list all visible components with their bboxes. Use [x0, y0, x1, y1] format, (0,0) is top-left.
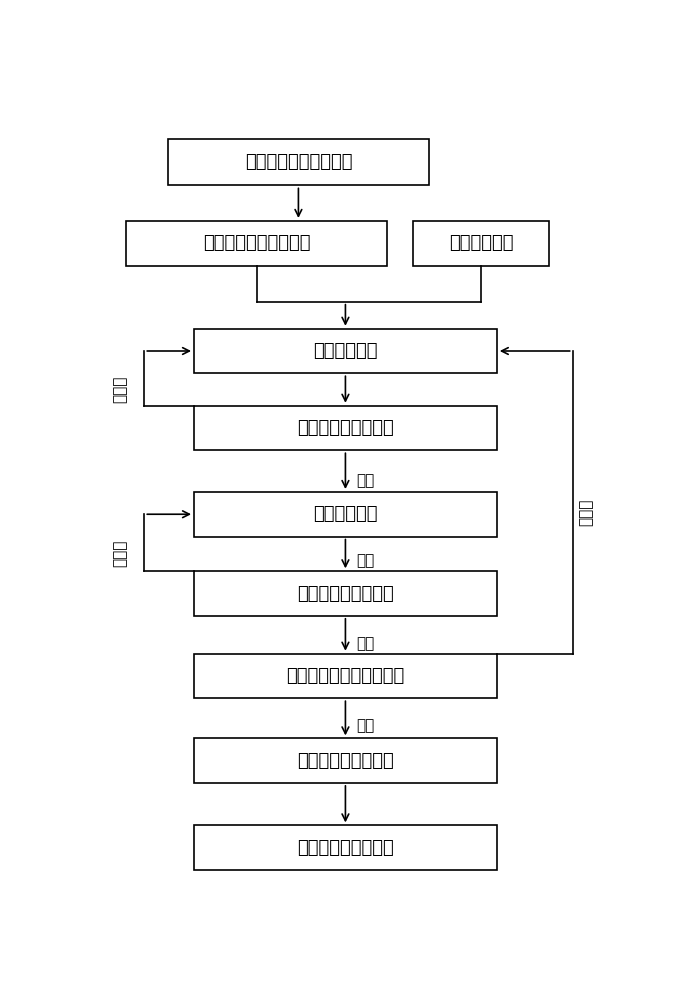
Text: 满意: 满意: [356, 473, 374, 488]
Text: 指导施工，辅助验收: 指导施工，辅助验收: [297, 839, 394, 857]
FancyBboxPatch shape: [194, 492, 497, 537]
Text: 设计套内户型: 设计套内户型: [313, 342, 377, 360]
Text: 不满意: 不满意: [578, 499, 593, 526]
FancyBboxPatch shape: [194, 406, 497, 450]
FancyBboxPatch shape: [194, 571, 497, 616]
Text: 不满意: 不满意: [113, 376, 127, 403]
Text: 全息成像系统: 全息成像系统: [449, 234, 514, 252]
Text: 满意: 满意: [356, 636, 374, 651]
Text: 建立实景全装修素材库: 建立实景全装修素材库: [245, 153, 352, 171]
Text: 全息成像，体验装修: 全息成像，体验装修: [297, 585, 394, 603]
Text: 不满意: 不满意: [113, 540, 127, 567]
Text: 全息成像，体验户型: 全息成像，体验户型: [297, 419, 394, 437]
Text: 设计装修方案: 设计装修方案: [313, 505, 377, 523]
FancyBboxPatch shape: [126, 221, 387, 266]
FancyBboxPatch shape: [194, 329, 497, 373]
Text: 满意: 满意: [356, 553, 374, 568]
FancyBboxPatch shape: [194, 738, 497, 783]
Text: 建立建筑三维信息模型: 建立建筑三维信息模型: [203, 234, 310, 252]
FancyBboxPatch shape: [413, 221, 549, 266]
Text: 漫游全息成像，调整方案: 漫游全息成像，调整方案: [286, 667, 404, 685]
FancyBboxPatch shape: [194, 825, 497, 870]
Text: 三维出图，发布动画: 三维出图，发布动画: [297, 752, 394, 770]
FancyBboxPatch shape: [194, 654, 497, 698]
FancyBboxPatch shape: [168, 139, 429, 185]
Text: 满意: 满意: [356, 718, 374, 733]
